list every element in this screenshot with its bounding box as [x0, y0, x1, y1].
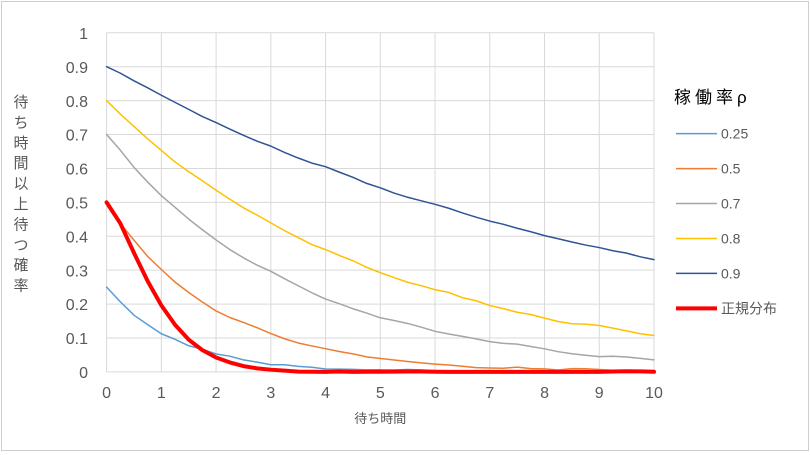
svg-text:0.2: 0.2 — [66, 297, 88, 314]
svg-text:6: 6 — [431, 385, 440, 402]
svg-text:0.3: 0.3 — [66, 263, 88, 280]
svg-text:0.9: 0.9 — [66, 60, 88, 77]
svg-text:待: 待 — [13, 216, 28, 233]
svg-text:0.5: 0.5 — [66, 196, 88, 213]
svg-text:0: 0 — [102, 385, 111, 402]
svg-text:時: 時 — [13, 135, 28, 152]
svg-text:3: 3 — [266, 385, 275, 402]
svg-text:0.8: 0.8 — [66, 94, 88, 111]
svg-text:稼働率ρ: 稼働率ρ — [674, 88, 751, 107]
svg-text:0.8: 0.8 — [721, 231, 741, 247]
svg-text:確: 確 — [13, 257, 28, 274]
svg-text:2: 2 — [212, 385, 221, 402]
svg-text:つ: つ — [13, 237, 28, 254]
svg-text:0.6: 0.6 — [66, 162, 88, 179]
svg-text:0.7: 0.7 — [66, 128, 88, 145]
svg-text:0.9: 0.9 — [721, 265, 741, 281]
svg-text:10: 10 — [645, 385, 663, 402]
svg-text:ち: ち — [13, 114, 28, 131]
svg-text:7: 7 — [485, 385, 494, 402]
svg-text:0.1: 0.1 — [66, 331, 88, 348]
svg-text:上: 上 — [13, 196, 28, 213]
svg-text:0.25: 0.25 — [721, 126, 748, 142]
svg-text:9: 9 — [595, 385, 604, 402]
svg-text:0.5: 0.5 — [721, 161, 741, 177]
svg-text:待: 待 — [13, 94, 28, 111]
svg-text:待ち時間: 待ち時間 — [354, 411, 406, 426]
svg-text:0.4: 0.4 — [66, 229, 88, 246]
svg-text:8: 8 — [540, 385, 549, 402]
svg-text:0.7: 0.7 — [721, 196, 741, 212]
svg-text:1: 1 — [157, 385, 166, 402]
svg-text:1: 1 — [79, 26, 88, 43]
svg-text:4: 4 — [321, 385, 330, 402]
svg-text:5: 5 — [376, 385, 385, 402]
svg-text:正規分布: 正規分布 — [721, 300, 777, 316]
svg-text:0: 0 — [79, 365, 88, 382]
svg-text:率: 率 — [13, 278, 28, 295]
svg-text:以: 以 — [13, 176, 28, 193]
svg-text:間: 間 — [13, 155, 28, 172]
